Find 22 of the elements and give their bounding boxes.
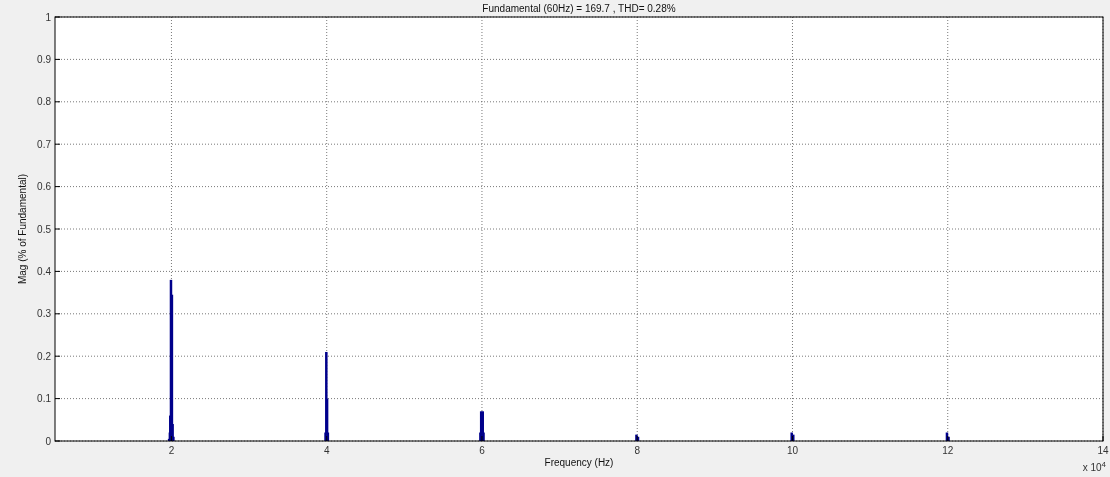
y-tick-label: 0.7 <box>37 138 52 150</box>
y-tick-label: 0.8 <box>37 96 52 108</box>
y-tick-label: 0.5 <box>37 223 52 235</box>
y-tick-label: 0.4 <box>37 265 52 277</box>
x-tick-label: 4 <box>323 445 330 456</box>
y-tick-label: 0.2 <box>37 350 52 362</box>
y-axis-title: Mag (% of Fundamental) <box>17 173 28 285</box>
y-tick-label: 0.9 <box>37 53 52 65</box>
chart-title: Fundamental (60Hz) = 169.7 , THD= 0.28% <box>482 3 676 14</box>
x-tick-label: 12 <box>942 445 954 456</box>
x-tick-label: 2 <box>168 445 175 456</box>
x-tick-label: 10 <box>786 445 799 456</box>
x-tick-label: 6 <box>479 445 486 456</box>
y-tick-label: 0.3 <box>37 308 52 320</box>
y-tick-label: 0.6 <box>37 181 52 193</box>
y-tick-label: 1 <box>45 11 52 23</box>
x-tick-label: 14 <box>1097 445 1109 456</box>
text: x 10$^{4}$ <box>1082 459 1107 473</box>
x-tick-label: 8 <box>634 445 641 456</box>
y-tick-label: 0.1 <box>37 393 52 405</box>
x-axis-title: Frequency (Hz) <box>544 457 614 468</box>
y-tick-label: 0 <box>45 435 52 447</box>
